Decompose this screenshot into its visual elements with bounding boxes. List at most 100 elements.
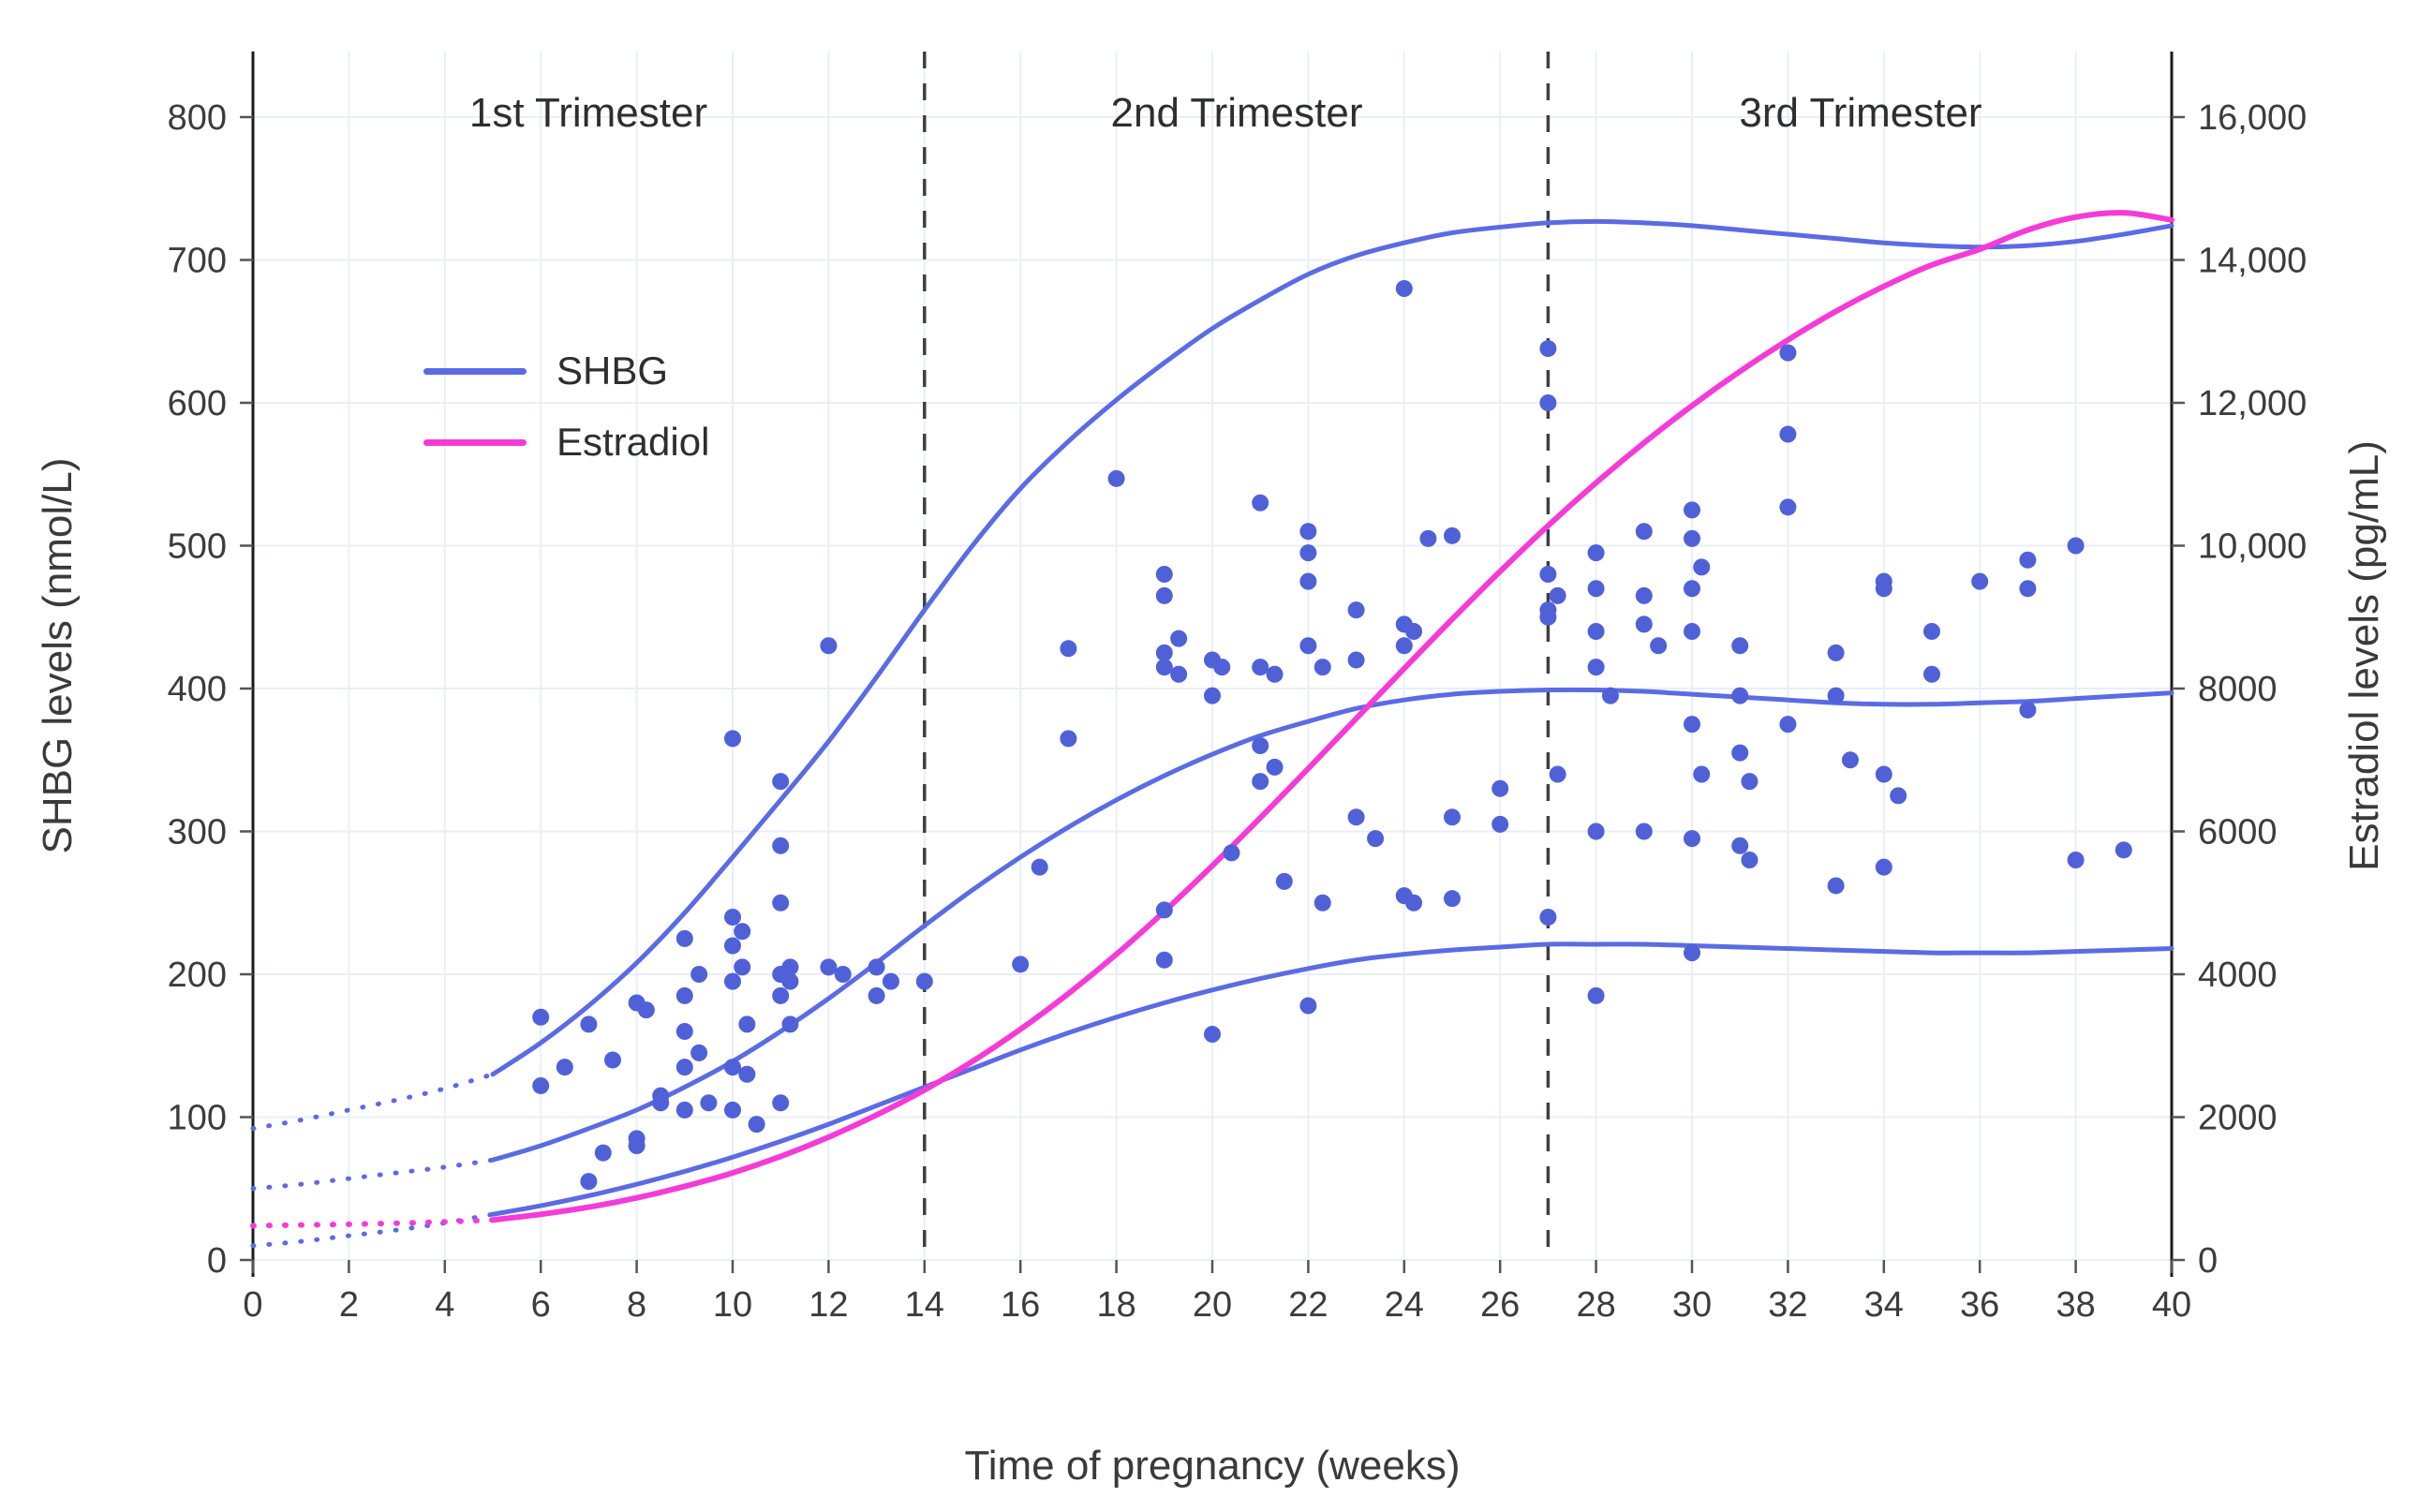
scatter-point — [1587, 823, 1605, 840]
legend: SHBG Estradiol — [423, 348, 709, 465]
scatter-point — [772, 986, 790, 1004]
scatter-point — [724, 909, 741, 926]
tick-label: 10,000 — [2198, 527, 2307, 567]
legend-label-estradiol: Estradiol — [557, 420, 710, 464]
scatter-point — [2115, 841, 2132, 859]
scatter-point — [2019, 580, 2037, 598]
shbg-line-swatch — [423, 367, 527, 375]
scatter-point — [772, 894, 790, 912]
scatter-point — [1155, 586, 1173, 604]
scatter-point — [1347, 601, 1365, 619]
tick-label: 4 — [435, 1285, 454, 1325]
scatter-point — [1684, 529, 1700, 547]
curve-estradiol — [250, 210, 2174, 1229]
legend-item-shbg: SHBG — [423, 348, 709, 393]
scatter-point — [1635, 823, 1653, 840]
scatter-point — [1204, 1026, 1221, 1044]
scatter-point — [1252, 737, 1269, 754]
scatter-point — [1741, 852, 1759, 868]
scatter-point — [1731, 687, 1749, 704]
tick-labels: 0 2 4 6 8 10 12 14 16 18 20 22 24 26 28 30 32 34 36 38 40010… — [168, 98, 2308, 1325]
scatter-point — [1693, 765, 1711, 783]
tick-label: 40 — [2152, 1285, 2191, 1325]
scatter-point — [604, 1051, 621, 1069]
scatter-point — [1731, 637, 1749, 655]
scatter-point — [820, 958, 838, 976]
scatter-point — [1060, 640, 1077, 658]
scatter-point — [724, 730, 741, 748]
scatter-point — [675, 1059, 693, 1076]
scatter-point — [1419, 529, 1437, 547]
tick-label: 12,000 — [2198, 384, 2307, 423]
tick-label: 34 — [1864, 1285, 1904, 1325]
tick-label: 16 — [1001, 1285, 1040, 1325]
scatter-point — [1266, 665, 1284, 683]
tick-label: 28 — [1576, 1285, 1615, 1325]
scatter-point — [781, 958, 799, 976]
tick-label: 24 — [1385, 1285, 1424, 1325]
tick-label: 16,000 — [2198, 98, 2307, 138]
scatter-point — [1155, 644, 1173, 661]
scatter-point — [1155, 901, 1173, 919]
scatter-point — [1299, 997, 1317, 1015]
scatter-point — [1313, 894, 1331, 912]
scatter-point — [1587, 580, 1605, 598]
curve-shbg-median — [250, 687, 2174, 1192]
tick-label: 32 — [1768, 1285, 1807, 1325]
scatter-point — [1587, 544, 1605, 562]
scatter-point — [1827, 687, 1845, 704]
annotation-second-trimester: 2nd Trimester — [1110, 90, 1363, 136]
scatter-point — [1266, 758, 1284, 776]
scatter-point — [868, 986, 885, 1004]
tick-label: 400 — [168, 670, 227, 709]
scatter-point — [1827, 644, 1845, 661]
scatter-point — [1539, 566, 1557, 583]
scatter-point — [1741, 773, 1759, 791]
scatter-point — [1347, 808, 1365, 826]
scatter-point — [1347, 651, 1365, 669]
tick-label: 200 — [168, 956, 227, 995]
scatter-point — [1367, 830, 1385, 848]
scatter-point — [675, 986, 693, 1004]
scatter-point — [1587, 623, 1605, 640]
scatter-point — [781, 1015, 799, 1033]
scatter-point — [1779, 716, 1797, 734]
tick-label: 36 — [1960, 1285, 1999, 1325]
tick-label: 700 — [168, 242, 227, 281]
scatter-point — [772, 1094, 790, 1112]
scatter-point — [1444, 890, 1461, 908]
scatter-point — [1299, 523, 1317, 541]
tick-label: 12 — [809, 1285, 848, 1325]
scatter-point — [1875, 580, 1892, 598]
scatter-point — [580, 1173, 598, 1191]
scatter-point — [1313, 659, 1331, 676]
scatter-point — [1779, 425, 1797, 443]
scatter-point — [690, 1044, 708, 1061]
scatter-point — [1684, 623, 1700, 640]
scatter-point — [1395, 280, 1413, 297]
scatter-point — [724, 1101, 741, 1119]
annotation-first-trimester: 1st Trimester — [468, 90, 708, 136]
scatter-point — [1170, 630, 1188, 647]
scatter-point — [1299, 637, 1317, 655]
axis-lines — [251, 52, 2174, 1277]
scatter-point — [1031, 858, 1048, 876]
scatter-point — [738, 1015, 756, 1033]
tick-label: 22 — [1288, 1285, 1328, 1325]
scatter-point — [781, 972, 799, 990]
tick-label: 8000 — [2198, 670, 2278, 709]
scatter-point — [652, 1094, 670, 1112]
tick-label: 26 — [1480, 1285, 1520, 1325]
scatter-point — [1491, 779, 1509, 797]
tick-label: 800 — [168, 98, 227, 138]
estradiol-line-swatch — [423, 438, 527, 446]
scatter-point — [1299, 572, 1317, 590]
scatter-point — [700, 1094, 718, 1112]
x-axis-title: Time of pregnancy (weeks) — [964, 1443, 1461, 1489]
scatter-point — [1923, 623, 1940, 640]
scatter-point — [1155, 659, 1173, 676]
scatter-point — [868, 958, 885, 976]
scatter-point — [1684, 944, 1700, 962]
scatter-point — [1223, 844, 1240, 862]
